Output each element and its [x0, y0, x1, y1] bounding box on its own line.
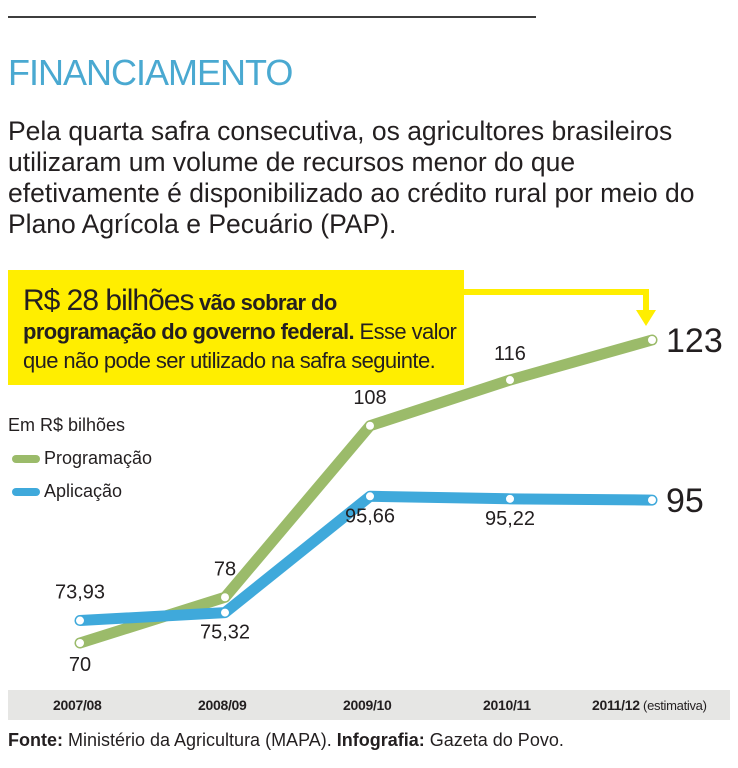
footer-source: Fonte: Ministério da Agricultura (MAPA).… — [8, 730, 564, 751]
x-tick-label-0: 2007/08 — [53, 697, 102, 713]
callout-arrow-line — [464, 289, 649, 312]
legend-label-programacao: Programação — [44, 448, 153, 468]
data-point-programacao-2 — [365, 420, 375, 431]
legend-swatch-programacao — [12, 454, 40, 463]
source-label: Fonte: — [8, 730, 63, 750]
data-point-programacao-3 — [505, 375, 515, 386]
x-tick-label-1: 2008/09 — [198, 697, 247, 713]
callout-bold: vão sobrar do programação do governo fed… — [23, 290, 355, 344]
data-point-aplicacao-4 — [647, 495, 657, 506]
value-label-programacao-4: 123 — [666, 322, 723, 360]
x-tick-note: (estimativa) — [639, 698, 707, 713]
callout-amount: R$ 28 bilhões — [23, 284, 194, 317]
data-point-programacao-4 — [647, 335, 657, 345]
data-point-aplicacao-2 — [365, 491, 375, 502]
legend-swatch-aplicacao — [12, 487, 40, 496]
unit-label: Em R$ bilhões — [8, 415, 126, 435]
top-rule — [8, 16, 536, 18]
legend-item-aplicacao: Aplicação — [12, 481, 122, 502]
value-label-programacao-2: 108 — [353, 387, 386, 409]
data-point-programacao-0 — [75, 638, 85, 648]
callout-normal: Esse valor que não pode ser utilizado na… — [23, 319, 457, 373]
legend-label-aplicacao: Aplicação — [44, 481, 123, 501]
value-label-programacao-0: 70 — [69, 654, 91, 676]
callout-text: R$ 28 bilhões vão sobrar do programação … — [23, 286, 463, 375]
value-label-aplicacao-4: 95 — [666, 482, 704, 520]
data-point-aplicacao-0 — [75, 615, 85, 626]
credit-text: Gazeta do Povo. — [424, 730, 564, 750]
legend-item-programacao: Programação — [12, 448, 152, 469]
value-label-aplicacao-3: 95,22 — [485, 508, 535, 530]
value-label-programacao-3: 116 — [494, 343, 526, 365]
value-label-aplicacao-2: 95,66 — [345, 505, 395, 527]
value-label-programacao-1: 78 — [214, 558, 236, 580]
callout-arrow — [464, 289, 656, 326]
value-label-aplicacao-1: 75,32 — [200, 622, 250, 644]
credit-label: Infografia: — [331, 730, 425, 750]
x-tick-label-4: 2011/12 (estimativa) — [592, 697, 707, 713]
x-axis-bar — [8, 690, 730, 720]
data-point-aplicacao-3 — [505, 493, 515, 504]
value-label-aplicacao-0: 73,93 — [55, 582, 105, 604]
x-tick-label-3: 2010/11 — [483, 697, 531, 713]
x-tick-label-2: 2009/10 — [343, 697, 392, 713]
intro-paragraph: Pela quarta safra consecutiva, os agricu… — [8, 116, 695, 239]
callout-box: R$ 28 bilhões vão sobrar do programação … — [8, 270, 464, 385]
data-point-aplicacao-1 — [220, 607, 230, 618]
data-point-programacao-1 — [220, 592, 230, 603]
callout-arrow-head — [636, 310, 656, 326]
series-line-programacao — [74, 334, 658, 649]
source-text: Ministério da Agricultura (MAPA). — [62, 730, 332, 750]
section-title: FINANCIAMENTO — [8, 52, 293, 93]
